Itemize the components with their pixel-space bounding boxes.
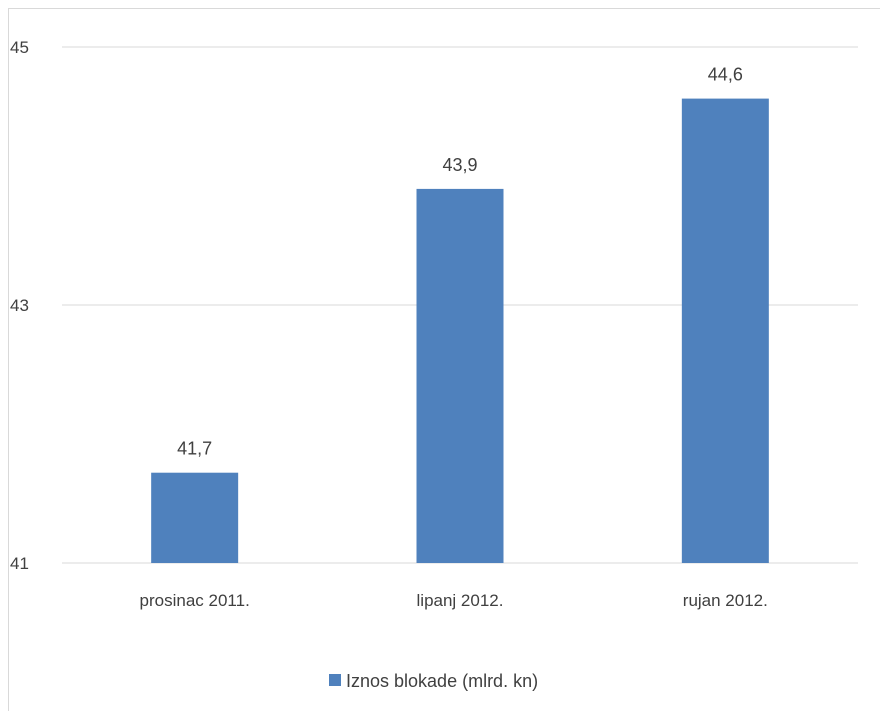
- y-tick-label: 41: [10, 554, 29, 573]
- bars: [151, 98, 769, 563]
- y-tick-label: 45: [10, 38, 29, 57]
- legend-swatch: [329, 674, 341, 686]
- data-label: 43,9: [442, 155, 477, 175]
- x-tick-label: rujan 2012.: [683, 591, 768, 610]
- chart-border: [8, 8, 880, 711]
- axis-labels: 41 43 45 prosinac 2011. lipanj 2012. rujan 20…: [10, 38, 768, 610]
- x-tick-label: prosinac 2011.: [140, 591, 250, 610]
- data-labels: 41,7 43,9 44,6: [177, 65, 743, 459]
- data-label: 44,6: [708, 65, 743, 85]
- legend: Iznos blokade (mlrd. kn): [329, 671, 538, 691]
- x-tick-label: lipanj 2012.: [417, 591, 504, 610]
- bar: [416, 188, 504, 563]
- legend-label: Iznos blokade (mlrd. kn): [346, 671, 538, 691]
- y-tick-label: 43: [10, 296, 29, 315]
- data-label: 41,7: [177, 439, 212, 459]
- bar: [681, 98, 769, 563]
- bar: [151, 472, 239, 563]
